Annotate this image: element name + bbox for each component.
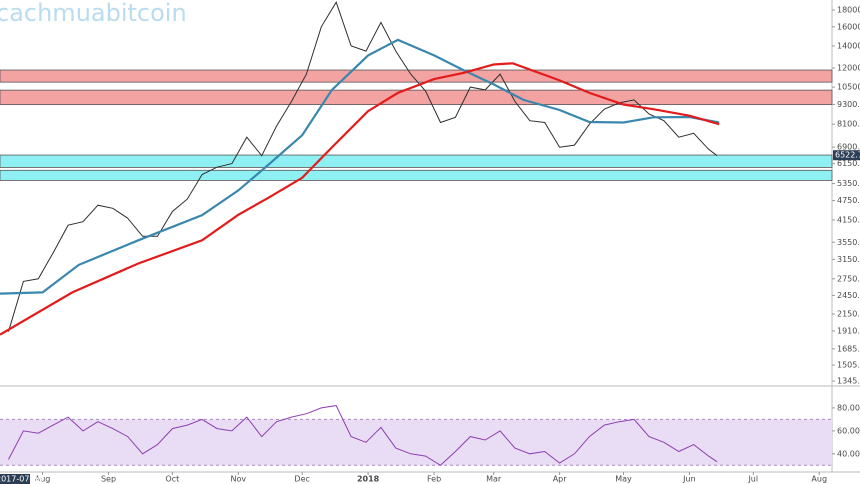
series-line [0,38,720,295]
price-zone [0,89,833,106]
x-tick-label: Dec [294,475,309,484]
price-zone [0,154,833,168]
series-line [0,62,720,336]
x-tick-label: Apr [553,475,568,484]
y-tick-label: 60.00 [837,426,860,435]
price-zone [0,169,833,181]
x-tick-label: Mar [486,475,502,484]
y-tick-label: 8100.0 [837,120,860,129]
cursor-date-box [0,474,30,484]
y-tick-label: 16000.0 [837,22,860,31]
series-line [8,405,718,466]
watermark: cachmuabitcoin [0,0,187,27]
x-tick-label: 2018 [357,475,380,484]
x-tick-label: Oct [165,475,179,484]
y-tick-label: 2750.0 [837,274,860,283]
rsi-band [0,419,832,466]
y-tick-label: 9300.0 [837,100,860,109]
x-tick-label: Nov [231,475,247,484]
y-tick-label: 14000.0 [837,41,860,50]
x-tick-label: Sep [101,475,116,484]
x-tick-label: Aug [35,475,51,484]
y-tick-label: 2450.0 [837,291,860,300]
y-tick-label: 2150.0 [837,310,860,319]
y-tick-label: 18000.0 [837,5,860,14]
y-tick-label: 6900.0 [837,143,860,152]
cursor-date: 2017-07-08 [0,475,43,484]
y-tick-label: 4750.0 [837,196,860,205]
x-tick-label: Aug [811,475,827,484]
series-line [8,1,718,332]
y-tick-label: 6150.0 [837,159,860,168]
y-tick-label: 1910.0 [837,326,860,335]
y-tick-label: 5350.0 [837,179,860,188]
y-tick-label: 1685.0 [837,344,860,353]
y-tick-label: 1345.0 [837,377,860,386]
y-tick-label: 3150.0 [837,255,860,264]
last-price-label: 6522.7 [835,151,860,160]
x-tick-label: May [615,475,632,484]
y-tick-label: 12000.0 [837,63,860,72]
y-tick-label: 3550.0 [837,238,860,247]
y-tick-label: 80.00 [837,403,860,412]
last-price-box [833,150,860,161]
price-zone [0,69,833,83]
y-tick-label: 4150.0 [837,215,860,224]
x-tick-label: Jul [747,475,758,484]
x-tick-label: Jun [682,475,696,484]
y-tick-label: 1505.0 [837,361,860,370]
y-tick-label: 10500.0 [837,83,860,92]
x-tick-label: Feb [427,475,441,484]
y-tick-label: 40.00 [837,449,860,458]
